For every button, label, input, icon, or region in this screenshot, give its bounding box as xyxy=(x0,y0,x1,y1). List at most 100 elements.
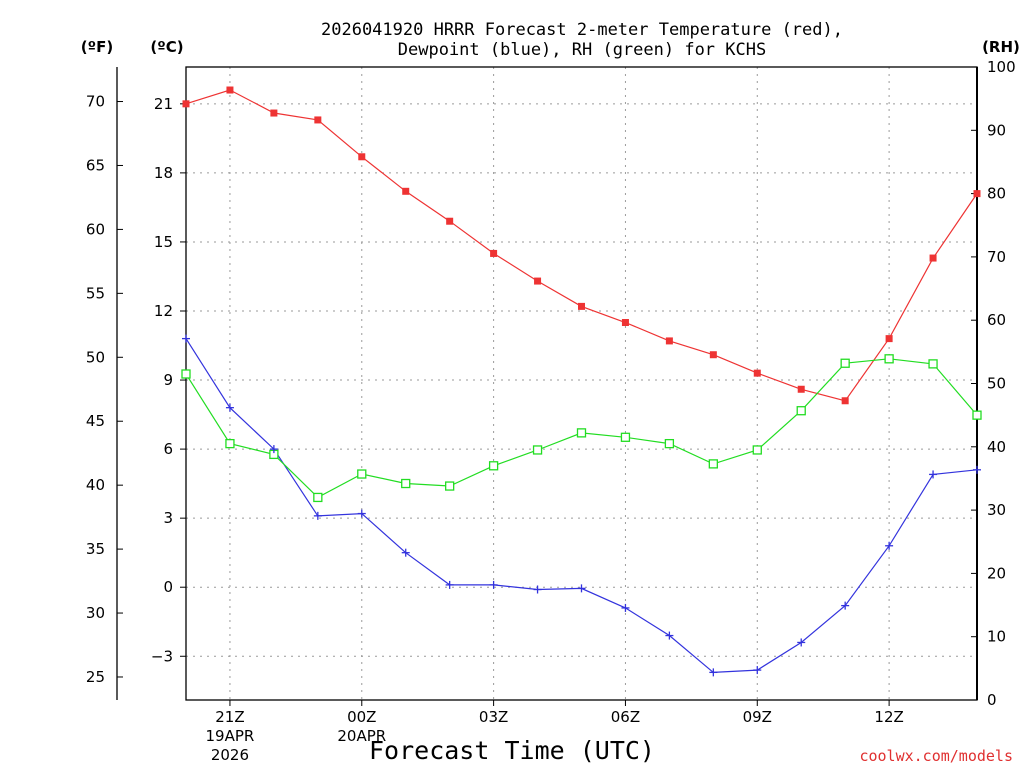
fahrenheit-tick-label: 35 xyxy=(86,540,105,558)
fahrenheit-tick-label: 30 xyxy=(86,604,105,622)
rh-tick-label: 60 xyxy=(987,311,1006,329)
dewpoint-point xyxy=(445,580,454,589)
temperature-point xyxy=(973,190,981,198)
x-tick-label: 00Z xyxy=(347,708,376,726)
rh-tick-label: 10 xyxy=(987,628,1006,646)
temperature-point xyxy=(929,254,937,262)
dewpoint-point xyxy=(357,509,366,518)
rh-tick-label: 90 xyxy=(987,121,1006,139)
fahrenheit-tick-label: 40 xyxy=(86,476,105,494)
x-tick-label: 21Z xyxy=(215,708,244,726)
rh-point xyxy=(972,410,982,420)
fahrenheit-tick-label: 55 xyxy=(86,284,105,302)
celsius-tick-label: 21 xyxy=(154,95,173,113)
rh-point xyxy=(752,445,762,455)
temperature-point xyxy=(270,109,278,117)
x-tick-label: 03Z xyxy=(479,708,508,726)
chart-title-line-1: 2026041920 HRRR Forecast 2-meter Tempera… xyxy=(321,20,843,40)
x-tick-label: 06Z xyxy=(611,708,640,726)
dewpoint-point xyxy=(973,465,981,474)
chart-title-line-2: Dewpoint (blue), RH (green) for KCHS xyxy=(398,40,766,60)
dewpoint-point xyxy=(621,603,630,612)
rh-point xyxy=(445,481,455,491)
dewpoint-point xyxy=(182,334,190,343)
rh-point xyxy=(884,354,894,364)
x-tick-year-label: 2026 xyxy=(211,746,249,764)
temperature-point xyxy=(753,369,761,377)
temperature-point xyxy=(578,302,585,310)
fahrenheit-unit-label: (ºF) xyxy=(81,38,113,56)
celsius-tick-label: 12 xyxy=(154,302,173,320)
rh-point xyxy=(313,492,323,503)
temperature-point xyxy=(182,100,190,108)
rh-point xyxy=(225,438,235,449)
rh-point xyxy=(928,359,938,369)
rh-tick-label: 30 xyxy=(987,501,1006,519)
fahrenheit-tick-label: 65 xyxy=(86,156,105,174)
temperature-point xyxy=(709,351,717,359)
rh-point xyxy=(576,428,587,438)
dewpoint-point xyxy=(841,601,850,610)
rh-tick-label: 50 xyxy=(987,375,1006,393)
dewpoint-point xyxy=(225,403,234,412)
rh-tick-label: 0 xyxy=(987,691,997,709)
rh-point xyxy=(181,369,191,379)
rh-point xyxy=(401,478,411,489)
rh-point xyxy=(708,459,718,469)
fahrenheit-tick-label: 60 xyxy=(86,220,105,238)
celsius-tick-label: 18 xyxy=(154,164,173,182)
dewpoint-point xyxy=(929,470,938,479)
dewpoint-point xyxy=(753,666,762,675)
rh-point xyxy=(664,438,675,449)
temperature-line xyxy=(185,89,978,402)
celsius-tick-label: 0 xyxy=(163,578,173,596)
rh-point xyxy=(357,469,367,479)
rh-tick-label: 40 xyxy=(987,438,1006,456)
x-tick-label: 12Z xyxy=(874,708,903,726)
dewpoint-point xyxy=(269,445,278,454)
temperature-point xyxy=(226,86,234,94)
dewpoint-point xyxy=(885,541,894,550)
plot-frame xyxy=(185,66,978,701)
dewpoint-point xyxy=(313,511,322,520)
rh-tick-label: 70 xyxy=(987,248,1006,266)
dewpoint-point xyxy=(489,580,498,589)
dewpoint-point xyxy=(709,668,718,677)
dewpoint-point xyxy=(577,584,586,593)
x-axis-title: Forecast Time (UTC) xyxy=(369,736,655,765)
rh-tick-label: 80 xyxy=(987,185,1006,203)
rh-point xyxy=(620,432,631,442)
celsius-tick-label: −3 xyxy=(151,647,173,665)
temperature-point xyxy=(665,337,673,345)
fahrenheit-tick-label: 25 xyxy=(86,668,105,686)
rh-unit-label: (RH) xyxy=(982,38,1020,56)
celsius-tick-label: 6 xyxy=(163,440,173,458)
temperature-point xyxy=(885,335,893,343)
rh-point xyxy=(488,461,499,471)
fahrenheit-tick-label: 70 xyxy=(86,93,105,111)
dewpoint-point xyxy=(665,631,674,640)
fahrenheit-tick-label: 45 xyxy=(86,412,105,430)
x-tick-date-label: 19APR xyxy=(206,727,255,745)
rh-tick-label: 100 xyxy=(987,58,1016,76)
x-tick-date-label: 20APR xyxy=(337,727,386,745)
temperature-point xyxy=(797,385,805,393)
temperature-point xyxy=(314,116,322,124)
data-series xyxy=(181,86,982,677)
credit-label: coolwx.com/models xyxy=(859,747,1013,765)
axes: −3 0 3 6 9 12 15 18 21 25 30 35 40 45 50 55 60 65 70 0 10 20 3… xyxy=(86,58,1016,709)
grid xyxy=(186,67,977,700)
temperature-point xyxy=(534,277,542,285)
dewpoint-point xyxy=(797,638,806,647)
rh-point xyxy=(796,406,806,416)
temperature-point xyxy=(402,187,410,195)
dewpoint-point xyxy=(533,585,542,594)
temperature-point xyxy=(841,397,849,405)
rh-point xyxy=(532,445,543,455)
dewpoint-point xyxy=(401,548,410,557)
fahrenheit-tick-label: 50 xyxy=(86,348,105,366)
temperature-point xyxy=(621,319,629,327)
rh-tick-label: 20 xyxy=(987,564,1006,582)
